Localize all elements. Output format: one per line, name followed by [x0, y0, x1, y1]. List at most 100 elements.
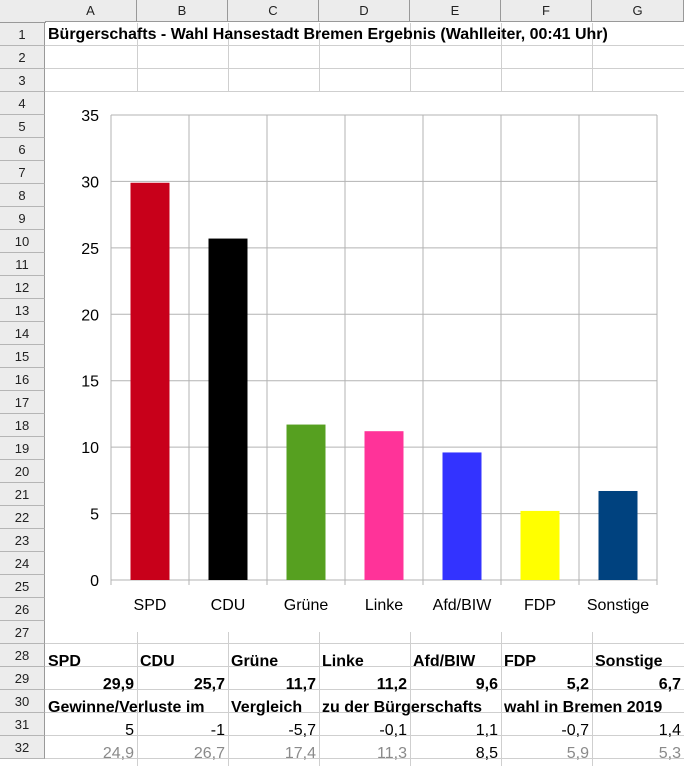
result-sonstige[interactable]: 6,7: [658, 676, 681, 693]
bar-gr-ne: [286, 424, 326, 580]
y-tick-label: 10: [81, 440, 99, 457]
x-tick-label: SPD: [134, 597, 167, 614]
grid-row-line: [45, 45, 684, 46]
party-header-gruene[interactable]: Grüne: [231, 653, 279, 670]
grid-row-line: [45, 68, 684, 69]
bar-chart[interactable]: 0 5 10 15 20 25 30 35 SPD CDU Grüne Linke Afd/BIW FDP…: [45, 92, 684, 632]
change-sonstige[interactable]: 1,4: [658, 722, 681, 739]
previous-afd-biw[interactable]: 8,5: [475, 745, 498, 762]
column-header-e[interactable]: E: [410, 0, 501, 22]
x-tick-label: CDU: [211, 597, 246, 614]
row-header-13[interactable]: 13: [0, 299, 45, 322]
row-header-31[interactable]: 31: [0, 713, 45, 736]
row-header-6[interactable]: 6: [0, 138, 45, 161]
row-header-20[interactable]: 20: [0, 460, 45, 483]
previous-sonstige[interactable]: 5,3: [658, 745, 681, 762]
party-header-fdp[interactable]: FDP: [504, 653, 536, 670]
previous-linke[interactable]: 11,3: [377, 745, 407, 762]
row-header-18[interactable]: 18: [0, 414, 45, 437]
row-header-30[interactable]: 30: [0, 690, 45, 713]
change-afd-biw[interactable]: 1,1: [475, 722, 498, 739]
row-header-14[interactable]: 14: [0, 322, 45, 345]
row-header-1[interactable]: 1: [0, 23, 45, 46]
party-header-afd-biw[interactable]: Afd/BIW: [413, 653, 476, 670]
row-header-19[interactable]: 19: [0, 437, 45, 460]
result-linke[interactable]: 11,2: [376, 676, 407, 693]
result-gruene[interactable]: 11,7: [285, 676, 316, 693]
select-all-corner[interactable]: [0, 0, 46, 23]
row-header-25[interactable]: 25: [0, 575, 45, 598]
change-gruene[interactable]: -5,7: [288, 722, 316, 739]
grid-row-line: [45, 735, 684, 736]
row-header-23[interactable]: 23: [0, 529, 45, 552]
bar-chart-svg: 0 5 10 15 20 25 30 35 SPD CDU Grüne Linke Afd/BIW FDP…: [81, 108, 658, 614]
row-header-15[interactable]: 15: [0, 345, 45, 368]
row-header-26[interactable]: 26: [0, 598, 45, 621]
row-header-28[interactable]: 28: [0, 644, 45, 667]
row-header-17[interactable]: 17: [0, 391, 45, 414]
party-header-cdu[interactable]: CDU: [140, 653, 175, 670]
party-header-linke[interactable]: Linke: [322, 653, 364, 670]
row-header-3[interactable]: 3: [0, 69, 45, 92]
y-tick-label: 20: [81, 307, 99, 324]
row-header-4[interactable]: 4: [0, 92, 45, 115]
x-tick-label: Linke: [365, 597, 403, 614]
row-header-11[interactable]: 11: [0, 253, 45, 276]
row-header-7[interactable]: 7: [0, 161, 45, 184]
bar-sonstige: [598, 490, 638, 580]
x-tick-label: FDP: [524, 597, 556, 614]
column-header-c[interactable]: C: [228, 0, 319, 22]
grid-row-line: [45, 758, 684, 759]
row-header-29[interactable]: 29: [0, 667, 45, 690]
row-header-12[interactable]: 12: [0, 276, 45, 299]
row-header-8[interactable]: 8: [0, 184, 45, 207]
previous-spd[interactable]: 24,9: [102, 745, 134, 762]
row-header-9[interactable]: 9: [0, 207, 45, 230]
comparison-label-d[interactable]: zu der Bürgerschafts: [322, 699, 483, 716]
result-afd-biw[interactable]: 9,6: [475, 676, 498, 693]
row-header-32[interactable]: 32: [0, 736, 45, 759]
comparison-label-a[interactable]: Gewinne/Verluste im: [48, 699, 205, 716]
party-header-sonstige[interactable]: Sonstige: [595, 653, 663, 670]
row-header-5[interactable]: 5: [0, 115, 45, 138]
column-header-f[interactable]: F: [501, 0, 592, 22]
grid-row-line: [45, 666, 684, 667]
change-linke[interactable]: -0,1: [379, 722, 407, 739]
row-header-10[interactable]: 10: [0, 230, 45, 253]
y-tick-label: 15: [81, 374, 99, 391]
result-spd[interactable]: 29,9: [102, 676, 134, 693]
change-fdp[interactable]: -0,7: [561, 722, 589, 739]
row-header-2[interactable]: 2: [0, 46, 45, 69]
party-header-spd[interactable]: SPD: [48, 653, 81, 670]
y-tick-label: 30: [81, 174, 99, 191]
bar-fdp: [520, 510, 560, 580]
grid-row-line: [45, 91, 684, 92]
row-header-22[interactable]: 22: [0, 506, 45, 529]
previous-fdp[interactable]: 5,9: [566, 745, 589, 762]
grid-row-line: [45, 643, 684, 644]
row-header-24[interactable]: 24: [0, 552, 45, 575]
y-tick-label: 35: [81, 108, 99, 125]
column-header-d[interactable]: D: [319, 0, 410, 22]
change-spd[interactable]: 5: [125, 722, 134, 739]
change-cdu[interactable]: -1: [210, 722, 225, 739]
row-header-21[interactable]: 21: [0, 483, 45, 506]
row-header-16[interactable]: 16: [0, 368, 45, 391]
column-header-a[interactable]: A: [45, 0, 137, 22]
result-fdp[interactable]: 5,2: [566, 676, 589, 693]
column-header-b[interactable]: B: [137, 0, 228, 22]
y-tick-label: 25: [81, 241, 99, 258]
comparison-label-c[interactable]: Vergleich: [231, 699, 303, 716]
comparison-label-f[interactable]: wahl in Bremen 2019: [504, 699, 663, 716]
title-cell[interactable]: Bürgerschafts - Wahl Hansestadt Bremen E…: [48, 26, 608, 43]
previous-cdu[interactable]: 26,7: [193, 745, 225, 762]
column-header-g[interactable]: G: [592, 0, 684, 22]
x-tick-label: Grüne: [284, 597, 329, 614]
y-tick-label: 5: [90, 507, 99, 524]
row-header-27[interactable]: 27: [0, 621, 45, 644]
previous-gruene[interactable]: 17,4: [284, 745, 316, 762]
result-cdu[interactable]: 25,7: [193, 676, 225, 693]
column-header-row: A B C D E F G: [0, 0, 684, 23]
bar-spd: [130, 182, 170, 580]
